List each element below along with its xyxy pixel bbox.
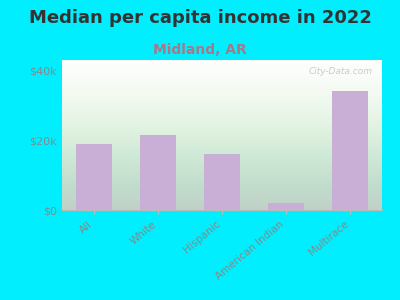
Text: Midland, AR: Midland, AR: [153, 44, 247, 58]
Text: Median per capita income in 2022: Median per capita income in 2022: [28, 9, 372, 27]
Bar: [268, 203, 304, 210]
Bar: [204, 154, 240, 210]
Bar: [140, 135, 176, 210]
Text: City-Data.com: City-Data.com: [308, 68, 372, 76]
Bar: [76, 144, 112, 210]
Bar: [332, 92, 368, 210]
